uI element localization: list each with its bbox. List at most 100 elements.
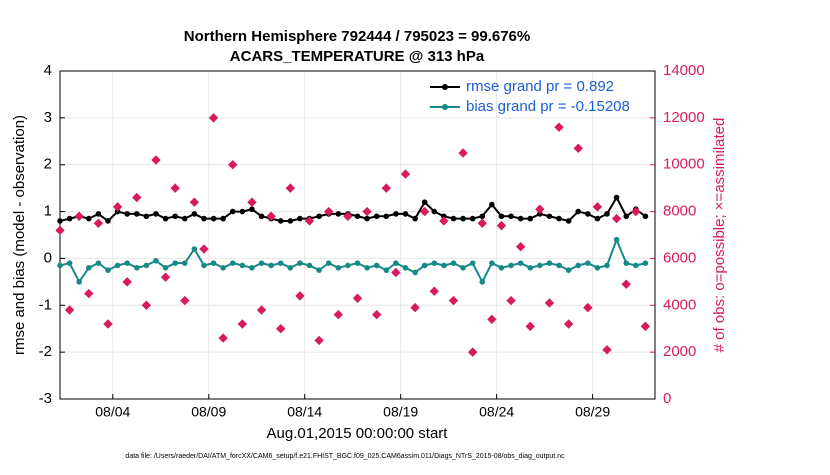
obs-point	[525, 321, 535, 332]
series-marker	[316, 267, 322, 273]
series-marker	[345, 262, 351, 269]
obs-point	[592, 202, 603, 212]
series-marker	[613, 194, 620, 201]
y2-tick-label: 10000	[663, 156, 705, 173]
series-marker	[575, 262, 582, 269]
obs-point	[324, 206, 334, 217]
obs-point	[132, 192, 142, 203]
obs-point	[218, 333, 228, 343]
series-marker	[623, 213, 630, 220]
series-marker	[556, 262, 562, 269]
y-tick-label: -1	[39, 296, 52, 313]
series-marker	[642, 213, 649, 220]
series-marker	[556, 215, 562, 222]
obs-point	[535, 204, 545, 214]
series-marker	[220, 215, 226, 222]
obs-point	[477, 218, 487, 228]
chart-subtitle: ACARS_TEMPERATURE @ 313 hPa	[230, 48, 485, 65]
series-marker	[498, 265, 505, 271]
series-marker	[191, 211, 198, 217]
series-marker	[277, 260, 284, 266]
y-tick-label: 3	[44, 109, 52, 126]
series-marker	[95, 211, 102, 217]
series-marker	[565, 267, 572, 273]
obs-point	[343, 211, 353, 221]
series-marker	[393, 211, 399, 217]
series-marker	[124, 211, 130, 217]
obs-point	[199, 244, 209, 254]
series-marker	[181, 260, 188, 266]
obs-point	[333, 309, 344, 320]
obs-point	[247, 197, 257, 207]
y2-tick-label: 0	[663, 390, 671, 407]
obs-point	[410, 302, 420, 313]
series-marker	[383, 267, 390, 273]
y2-tick-label: 12000	[663, 109, 705, 126]
obs-point	[84, 288, 94, 299]
obs-point	[496, 220, 507, 231]
series-marker	[268, 262, 274, 269]
legend-label: rmse grand pr = 0.892	[466, 78, 614, 95]
series-marker	[402, 211, 409, 217]
obs-point	[180, 295, 190, 306]
series-marker	[546, 213, 553, 220]
series-marker	[277, 218, 284, 224]
obs-point	[55, 225, 65, 236]
series-marker	[594, 215, 601, 222]
obs-point	[448, 295, 459, 306]
obs-point	[611, 213, 622, 224]
x-axis-label: Aug.01,2015 00:00:00 start	[267, 425, 449, 442]
series-marker	[594, 265, 601, 271]
y-tick-label: 4	[44, 62, 52, 79]
series-marker	[57, 262, 63, 269]
series-marker	[335, 265, 342, 271]
series-marker	[66, 260, 73, 266]
series-marker	[85, 215, 92, 222]
series-marker	[604, 262, 610, 269]
series-marker	[210, 260, 217, 266]
series-marker	[489, 201, 495, 208]
chart-title: Northern Hemisphere 792444 / 795023 = 99…	[184, 28, 530, 45]
obs-point	[74, 211, 84, 221]
series-marker	[633, 262, 639, 269]
series-marker	[124, 260, 130, 266]
obs-point	[583, 302, 593, 313]
series-marker	[517, 215, 524, 222]
obs-point	[295, 291, 305, 301]
series-marker	[364, 215, 370, 222]
series-marker	[460, 265, 466, 271]
series-marker	[479, 279, 486, 285]
obs-point	[352, 293, 363, 303]
series-marker	[393, 260, 399, 266]
obs-point	[122, 277, 132, 287]
series-marker	[143, 213, 150, 220]
x-tick-label: 08/14	[287, 404, 322, 420]
series-marker	[210, 215, 217, 222]
series-marker	[153, 211, 159, 217]
series-marker	[354, 213, 361, 220]
series-marker	[469, 260, 476, 266]
series-marker	[287, 218, 294, 224]
obs-point	[391, 267, 401, 278]
series-marker	[258, 213, 265, 220]
y2-tick-label: 8000	[663, 203, 696, 220]
series-marker	[613, 236, 620, 243]
series-marker	[95, 260, 102, 266]
y-tick-label: 0	[44, 249, 52, 266]
obs-point	[429, 286, 439, 296]
obs-point	[170, 183, 180, 193]
series-marker	[421, 262, 428, 269]
series-marker	[450, 215, 457, 222]
series-marker	[412, 215, 418, 222]
series-marker	[508, 262, 514, 269]
series-marker	[229, 260, 236, 266]
obs-point	[381, 183, 391, 193]
series-marker	[642, 260, 649, 266]
obs-point	[458, 148, 468, 158]
obs-point	[621, 279, 631, 289]
series-marker	[220, 265, 226, 271]
y2-tick-label: 14000	[663, 62, 705, 79]
series-marker	[172, 213, 178, 220]
x-tick-label: 08/24	[479, 404, 514, 420]
